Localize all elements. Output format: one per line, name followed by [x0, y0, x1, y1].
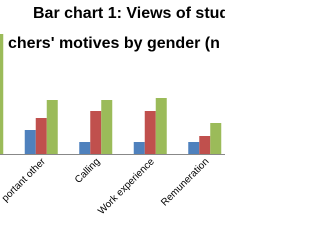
chart-title: Bar chart 1: Views of student — [33, 5, 225, 22]
chart: Bar chart 1: Views of student chers' mot… — [0, 5, 225, 217]
chart-title: chers' motives by gender (n = — [8, 35, 225, 52]
bar — [0, 34, 4, 154]
x-tick-label: Remuneration — [159, 156, 211, 208]
x-tick-label: Work experience — [96, 156, 157, 217]
bar — [133, 142, 145, 154]
bar — [35, 118, 47, 154]
bar — [144, 111, 156, 154]
bar — [46, 100, 58, 154]
bar — [79, 142, 91, 154]
x-tick-label: Calling — [73, 156, 102, 185]
bar — [199, 136, 211, 154]
bar — [188, 142, 200, 154]
bar — [155, 98, 167, 154]
x-tick-label: portant other — [0, 156, 48, 204]
bar — [24, 130, 36, 154]
bar — [210, 123, 222, 154]
bar — [90, 111, 102, 154]
bar — [101, 100, 113, 154]
